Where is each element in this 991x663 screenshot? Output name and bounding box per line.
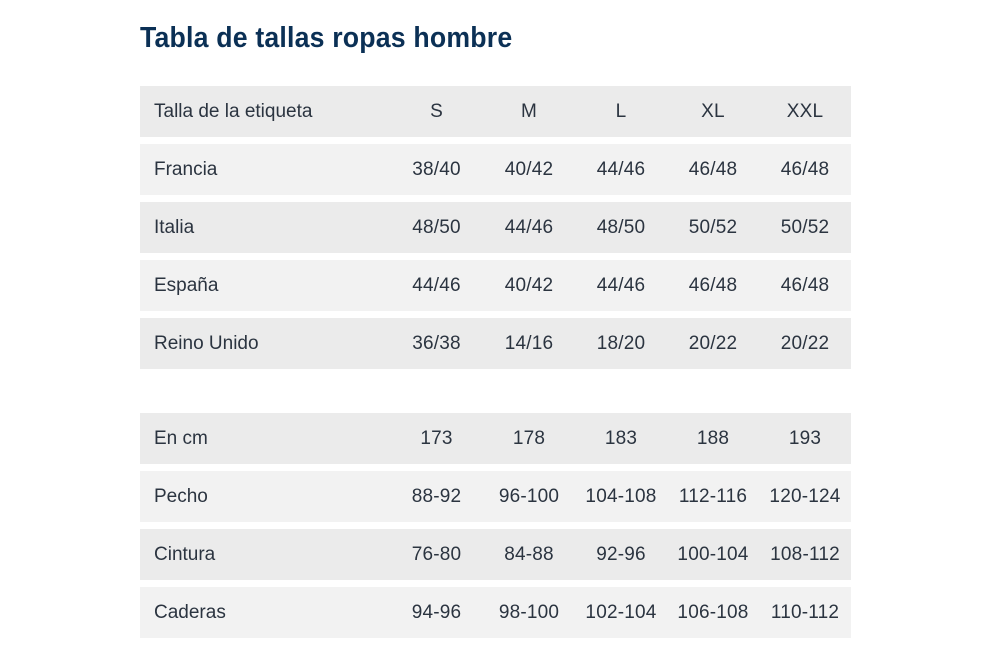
table-cell: 50/52 bbox=[780, 216, 830, 238]
row-label: Italia bbox=[154, 216, 195, 238]
header-cell: XXL bbox=[786, 100, 824, 122]
table-header-row: Talla de la etiqueta S M L XL XXL bbox=[140, 86, 851, 137]
table-cell: 46/48 bbox=[780, 274, 830, 296]
table-cell: 20/22 bbox=[688, 332, 738, 354]
table-cell: 98-100 bbox=[498, 601, 560, 623]
table-cell: 112-116 bbox=[678, 485, 748, 507]
row-label: España bbox=[154, 274, 219, 296]
row-label: Francia bbox=[154, 158, 218, 180]
table-cell: 44/46 bbox=[412, 274, 461, 296]
table-cell: 102-104 bbox=[585, 601, 657, 623]
table-cell: 14/16 bbox=[504, 332, 554, 354]
table-cell: 100-104 bbox=[677, 543, 749, 565]
table-cell: 20/22 bbox=[780, 332, 830, 354]
table-cell: 38/40 bbox=[412, 158, 461, 180]
table-cell: 84-88 bbox=[504, 543, 554, 565]
header-cell: M bbox=[520, 100, 538, 122]
table-row: Italia 48/50 44/46 48/50 50/52 50/52 bbox=[140, 202, 851, 253]
table-cell: 46/48 bbox=[688, 274, 738, 296]
table-cell: 48/50 bbox=[596, 216, 646, 238]
header-cell: 178 bbox=[512, 427, 546, 449]
table-cell: 104-108 bbox=[585, 485, 657, 507]
table-cell: 44/46 bbox=[596, 274, 646, 296]
table-cell: 120-124 bbox=[769, 485, 841, 507]
header-cell: 193 bbox=[788, 427, 822, 449]
header-cell: 173 bbox=[420, 427, 453, 449]
header-cell: XL bbox=[701, 100, 725, 122]
table-cell: 18/20 bbox=[596, 332, 646, 354]
table-row: Cintura 76-80 84-88 92-96 100-104 108-11… bbox=[140, 529, 851, 580]
table-row: Caderas 94-96 98-100 102-104 106-108 110… bbox=[140, 587, 851, 638]
table-header-row: En cm 173 178 183 188 193 bbox=[140, 413, 851, 464]
page-title: Tabla de tallas ropas hombre bbox=[140, 22, 513, 54]
table-cell: 94-96 bbox=[411, 601, 462, 623]
header-cell: 183 bbox=[604, 427, 638, 449]
table-cell: 36/38 bbox=[412, 332, 461, 354]
header-cell: 188 bbox=[696, 427, 730, 449]
table-cell: 40/42 bbox=[504, 158, 554, 180]
row-label: Reino Unido bbox=[154, 332, 259, 354]
table-cell: 44/46 bbox=[504, 216, 554, 238]
table-row: España 44/46 40/42 44/46 46/48 46/48 bbox=[140, 260, 851, 311]
table-cell: 88-92 bbox=[411, 485, 462, 507]
table-cell: 106-108 bbox=[677, 601, 749, 623]
table-cell: 46/48 bbox=[780, 158, 830, 180]
table-cell: 44/46 bbox=[596, 158, 646, 180]
measurements-cm-table: En cm 173 178 183 188 193 Pecho 88-92 96… bbox=[140, 413, 851, 645]
table-row: Reino Unido 36/38 14/16 18/20 20/22 20/2… bbox=[140, 318, 851, 369]
row-label: Pecho bbox=[154, 485, 208, 507]
table-row: Pecho 88-92 96-100 104-108 112-116 120-1… bbox=[140, 471, 851, 522]
table-cell: 92-96 bbox=[596, 543, 646, 565]
row-label: Cintura bbox=[154, 543, 216, 565]
row-label: En cm bbox=[154, 427, 208, 449]
table-cell: 46/48 bbox=[688, 158, 738, 180]
row-label: Talla de la etiqueta bbox=[154, 100, 313, 122]
table-cell: 110-112 bbox=[770, 601, 840, 623]
table-cell: 76-80 bbox=[411, 543, 462, 565]
table-row: Francia 38/40 40/42 44/46 46/48 46/48 bbox=[140, 144, 851, 195]
header-cell: S bbox=[430, 100, 443, 122]
size-equivalence-table: Talla de la etiqueta S M L XL XXL Franci… bbox=[140, 86, 851, 376]
table-cell: 50/52 bbox=[688, 216, 738, 238]
table-cell: 96-100 bbox=[498, 485, 560, 507]
table-cell: 108-112 bbox=[770, 543, 840, 565]
row-label: Caderas bbox=[154, 601, 226, 623]
table-cell: 48/50 bbox=[412, 216, 461, 238]
table-cell: 40/42 bbox=[504, 274, 554, 296]
header-cell: L bbox=[615, 100, 627, 122]
